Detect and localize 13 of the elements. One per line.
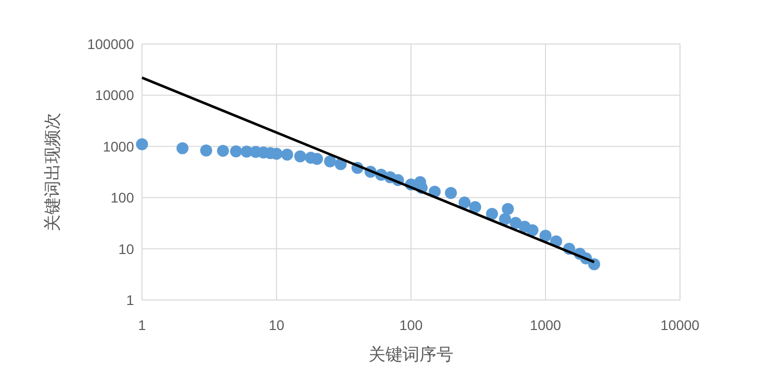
x-tick-label: 10: [268, 317, 284, 333]
x-tick-label: 1: [138, 317, 146, 333]
y-tick-label: 1000: [102, 138, 134, 154]
y-tick-label: 100000: [87, 36, 134, 52]
x-tick-label: 1000: [530, 317, 562, 333]
y-tick-label: 100: [110, 190, 134, 206]
y-tick-label: 10000: [95, 87, 134, 104]
y-tick-label: 1: [126, 292, 134, 308]
y-axis-title: 关键词出现频次: [43, 112, 62, 232]
x-tick-label: 100: [399, 317, 423, 333]
y-tick-label: 10: [118, 240, 134, 257]
x-axis-title: 关键词序号: [368, 345, 454, 364]
x-tick-label: 10000: [660, 317, 700, 333]
